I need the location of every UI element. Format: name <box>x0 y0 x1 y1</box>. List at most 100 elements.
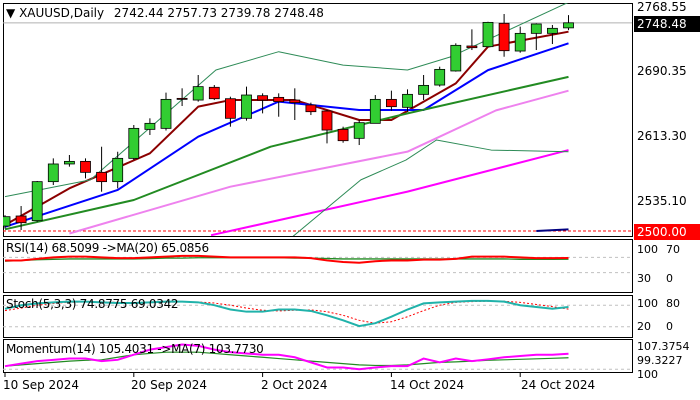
candle-body <box>353 122 365 139</box>
current-price-label: 2748.48 <box>634 16 700 32</box>
overlay-line-1 <box>4 42 569 228</box>
candle-body <box>321 110 333 131</box>
candle <box>563 15 574 31</box>
candle-body <box>112 157 124 183</box>
candle <box>273 93 285 117</box>
candle-body <box>208 86 220 100</box>
candle-body <box>80 160 91 173</box>
candle-body <box>563 22 574 29</box>
candle <box>547 24 558 44</box>
overlay-line-0 <box>4 30 569 226</box>
candle-body <box>128 127 140 159</box>
candle <box>241 86 252 121</box>
candle <box>402 89 413 112</box>
candle <box>434 66 446 87</box>
menu-triangle-icon[interactable]: ▼ <box>6 6 16 20</box>
date-tick: 10 Sep 2024 <box>3 378 80 392</box>
candle-body <box>224 98 236 119</box>
momentum-panel-frame <box>3 339 633 373</box>
candle-body <box>482 21 494 48</box>
candle-body <box>547 27 558 34</box>
overlay-line-3 <box>69 89 569 235</box>
rsi-title: RSI(14) 68.5099 ->MA(20) 65.0856 <box>6 241 209 255</box>
candle <box>96 146 107 192</box>
overlays <box>3 3 574 236</box>
candle <box>112 151 124 189</box>
candle-body <box>514 32 526 52</box>
candle <box>15 206 27 230</box>
stoch-level: 0 <box>666 320 673 333</box>
momentum-level: 100 <box>637 368 658 381</box>
stoch-k-line <box>4 299 569 328</box>
candle <box>321 110 333 144</box>
stoch-panel-frame <box>3 295 633 338</box>
price-tick: 2613.30 <box>637 129 687 143</box>
momentum-title: Momentum(14) 105.4031 ->MA(7) 103.7730 <box>6 342 264 356</box>
candle <box>3 215 11 229</box>
candle <box>466 29 478 51</box>
overlay-line-6 <box>4 3 569 198</box>
candle <box>176 88 188 106</box>
overlay-line-7 <box>292 139 569 236</box>
candle <box>208 85 220 101</box>
candle-body <box>466 45 478 49</box>
candle-body <box>31 181 43 222</box>
candle <box>192 74 204 102</box>
candle <box>369 95 381 124</box>
candle-body <box>530 23 542 34</box>
candle-body <box>192 86 204 101</box>
candle-body <box>498 22 510 52</box>
stoch-level: 20 <box>637 320 651 333</box>
overlay-line-2 <box>4 75 569 231</box>
overlay-line-5 <box>536 228 569 232</box>
candle-body <box>3 216 11 227</box>
candle-body <box>337 128 349 142</box>
date-tick: 14 Oct 2024 <box>390 378 465 392</box>
candle-body <box>176 97 188 100</box>
rsi-level: 30 <box>637 272 651 285</box>
rsi-level: 0 <box>666 272 673 285</box>
candle <box>64 155 75 167</box>
candle-body <box>273 96 285 103</box>
candle <box>80 158 91 179</box>
candle <box>450 43 462 72</box>
candle-body <box>241 94 252 119</box>
level-price-label: 2500.00 <box>634 224 700 240</box>
stoch-level: 80 <box>666 297 680 310</box>
candle-body <box>257 95 269 101</box>
momentum-level: 99.3227 <box>637 354 683 367</box>
candle-body <box>418 84 430 95</box>
candle-body <box>64 160 75 165</box>
candle-body <box>305 104 317 113</box>
price-tick: 2768.55 <box>637 0 687 14</box>
overlay-line-4 <box>210 149 569 236</box>
chart-header: ▼ XAUUSD,Daily 2742.44 2757.73 2739.78 2… <box>6 6 324 20</box>
candle <box>418 74 430 101</box>
candle <box>385 90 397 111</box>
main-panel-frame <box>3 3 633 237</box>
price-tick: 2535.10 <box>637 194 687 208</box>
candle-body <box>289 99 301 104</box>
candle <box>337 126 349 143</box>
ohlc-label: 2742.44 2757.73 2739.78 2748.48 <box>113 6 324 20</box>
candle <box>160 92 172 131</box>
rsi-rsi-line <box>5 254 569 264</box>
date-tick: 2 Oct 2024 <box>261 378 328 392</box>
candle <box>289 88 301 120</box>
candle-body <box>144 122 156 130</box>
momentum-level: 107.3754 <box>637 340 690 353</box>
candle-body <box>450 44 462 72</box>
candle-body <box>96 171 107 183</box>
candle-body <box>369 98 381 124</box>
date-tick: 20 Sep 2024 <box>131 378 208 392</box>
candle <box>514 26 526 53</box>
price-tick: 2690.35 <box>637 64 687 78</box>
stoch-level: 100 <box>637 297 658 310</box>
candle <box>257 93 269 114</box>
candle <box>498 14 510 57</box>
candle <box>144 118 156 135</box>
rsi-level: 70 <box>666 243 680 256</box>
candle <box>128 125 140 161</box>
